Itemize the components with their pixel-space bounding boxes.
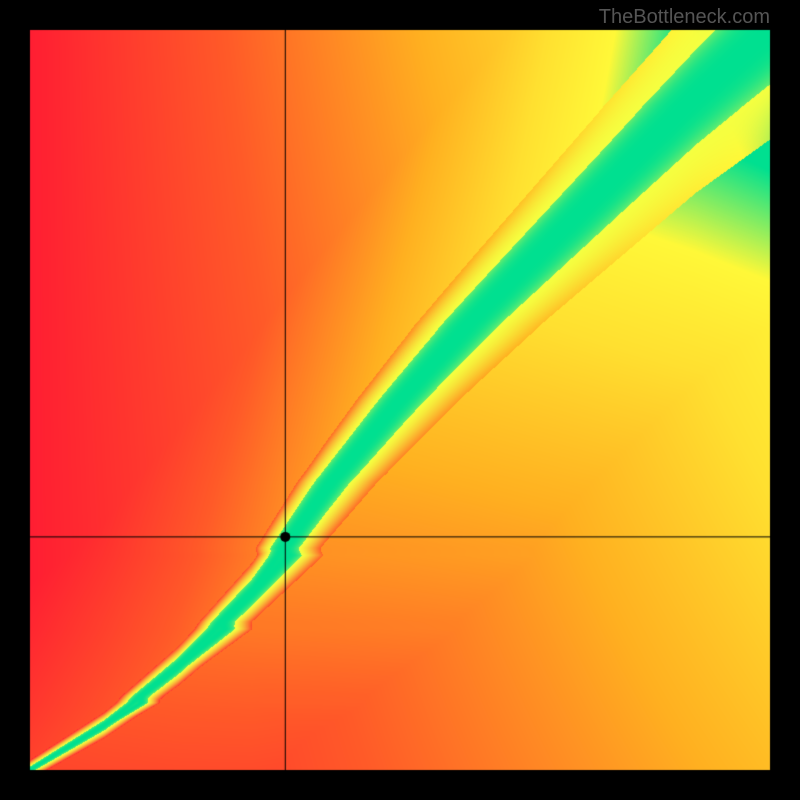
chart-container: TheBottleneck.com xyxy=(0,0,800,800)
heatmap-canvas xyxy=(0,0,800,800)
watermark-text: TheBottleneck.com xyxy=(599,6,770,29)
